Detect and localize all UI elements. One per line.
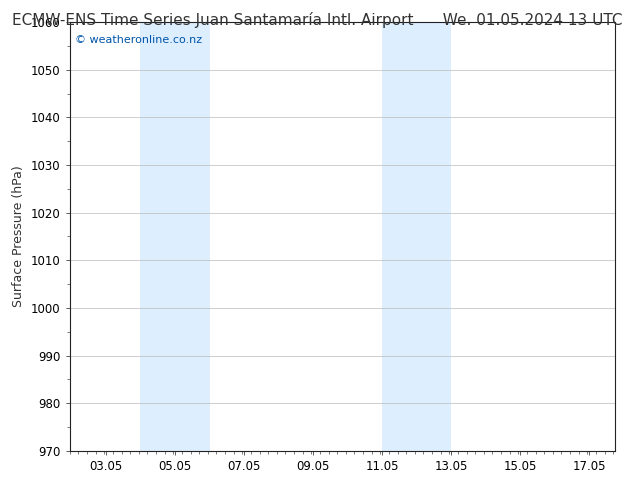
Y-axis label: Surface Pressure (hPa): Surface Pressure (hPa) [13, 166, 25, 307]
Text: © weatheronline.co.nz: © weatheronline.co.nz [75, 35, 202, 45]
Text: ECMW-ENS Time Series Juan Santamaría Intl. Airport      We. 01.05.2024 13 UTC: ECMW-ENS Time Series Juan Santamaría Int… [12, 12, 622, 28]
Bar [382, 22, 451, 451]
Bar [141, 22, 209, 451]
